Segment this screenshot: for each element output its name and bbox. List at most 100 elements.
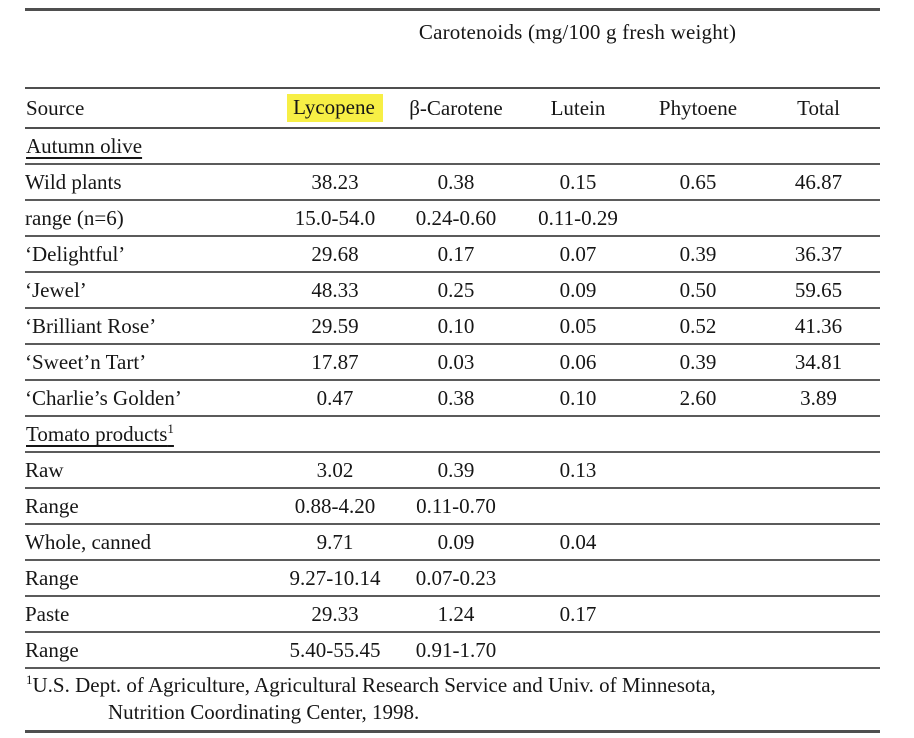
footnote: 1U.S. Dept. of Agriculture, Agricultural… — [25, 668, 880, 732]
cell-lycopene: 38.23 — [311, 170, 359, 194]
cell-lycopene: 0.88-4.20 — [294, 494, 376, 518]
cell-beta-carotene: 0.07-0.23 — [415, 566, 497, 590]
cell-lycopene: 17.87 — [311, 350, 359, 374]
cell-beta-carotene: 0.91-1.70 — [415, 638, 497, 662]
cell-lycopene: 29.33 — [311, 602, 359, 626]
cell-lycopene: 9.71 — [316, 530, 354, 554]
cell-total: 34.81 — [794, 350, 843, 374]
row-label: ‘Charlie’s Golden’ — [25, 386, 182, 410]
cell-total — [757, 560, 880, 596]
table-row: ‘Delightful’ 29.68 0.17 0.07 0.39 36.37 — [25, 236, 881, 272]
section-label-text: Tomato products1 — [26, 421, 174, 446]
footnote-ref-marker: 1 — [167, 421, 174, 436]
table-row: Range 0.88-4.20 0.11-0.70 — [25, 488, 881, 524]
cell-total — [757, 524, 880, 560]
cell-phytoene: 2.60 — [679, 386, 717, 410]
cell-total — [757, 200, 880, 236]
cell-beta-carotene: 0.38 — [437, 386, 475, 410]
row-label: ‘Jewel’ — [25, 278, 87, 302]
cell-lycopene: 48.33 — [311, 278, 359, 302]
row-label: Whole, canned — [25, 530, 151, 554]
cell-lutein: 0.10 — [559, 386, 597, 410]
footnote-line-2: Nutrition Coordinating Center, 1998. — [108, 700, 420, 724]
cell-total: 36.37 — [794, 242, 843, 266]
table-row: Range 9.27-10.14 0.07-0.23 — [25, 560, 881, 596]
cell-lycopene: 29.59 — [311, 314, 359, 338]
cell-lutein — [517, 488, 639, 524]
cell-total — [757, 488, 880, 524]
table-row: ‘Charlie’s Golden’ 0.47 0.38 0.10 2.60 3.89 — [25, 380, 881, 416]
table-caption: Carotenoids (mg/100 g fresh weight) — [418, 20, 737, 44]
table-row: ‘Sweet’n Tart’ 17.87 0.03 0.06 0.39 34.81 — [25, 344, 881, 380]
cell-phytoene: 0.50 — [679, 278, 717, 302]
cell-lutein: 0.13 — [559, 458, 597, 482]
cell-lycopene: 0.47 — [316, 386, 354, 410]
column-header-lycopene: Lycopene — [275, 88, 395, 128]
section-label-text: Autumn olive — [26, 134, 143, 158]
cell-lutein: 0.06 — [559, 350, 597, 374]
column-header-phytoene: Phytoene — [658, 95, 738, 120]
table-row: Paste 29.33 1.24 0.17 — [25, 596, 881, 632]
table-row: ‘Jewel’ 48.33 0.25 0.09 0.50 59.65 — [25, 272, 881, 308]
table-row: Raw 3.02 0.39 0.13 — [25, 452, 881, 488]
row-label: Range — [25, 566, 79, 590]
row-label: ‘Brilliant Rose’ — [25, 314, 157, 338]
cell-beta-carotene: 0.09 — [437, 530, 475, 554]
cell-beta-carotene: 0.38 — [437, 170, 475, 194]
column-header-beta-carotene: β-Carotene — [409, 95, 503, 120]
footnote-line-1: 1U.S. Dept. of Agriculture, Agricultural… — [26, 672, 880, 699]
row-label: Paste — [25, 602, 70, 626]
cell-lycopene: 15.0-54.0 — [294, 206, 376, 230]
cell-phytoene — [639, 200, 757, 236]
cell-lutein: 0.09 — [559, 278, 597, 302]
cell-lutein — [517, 632, 639, 668]
table-row: Whole, canned 9.71 0.09 0.04 — [25, 524, 881, 560]
cell-total — [757, 596, 880, 632]
cell-beta-carotene: 0.25 — [437, 278, 475, 302]
cell-lutein: 0.04 — [559, 530, 597, 554]
section-row: Tomato products1 — [25, 416, 881, 452]
cell-phytoene: 0.39 — [679, 242, 717, 266]
column-header-source: Source — [26, 95, 85, 120]
caption-row: Carotenoids (mg/100 g fresh weight) — [25, 10, 880, 89]
cell-lycopene: 29.68 — [311, 242, 359, 266]
cell-phytoene — [639, 452, 757, 488]
cell-total — [757, 452, 880, 488]
cell-beta-carotene: 0.24-0.60 — [415, 206, 497, 230]
table-row: Range 5.40-55.45 0.91-1.70 — [25, 632, 881, 668]
cell-phytoene: 0.39 — [679, 350, 717, 374]
row-label: Range — [25, 494, 79, 518]
cell-total: 59.65 — [794, 278, 843, 302]
cell-total: 41.36 — [794, 314, 843, 338]
section-label: Tomato products1 — [25, 416, 880, 452]
table-row: ‘Brilliant Rose’ 29.59 0.10 0.05 0.52 41.36 — [25, 308, 881, 344]
cell-beta-carotene: 1.24 — [437, 602, 475, 626]
footnote-row: 1U.S. Dept. of Agriculture, Agricultural… — [25, 668, 880, 732]
cell-phytoene — [639, 524, 757, 560]
section-row: Autumn olive — [25, 128, 881, 164]
section-label: Autumn olive — [25, 128, 880, 164]
carotenoids-table: Carotenoids (mg/100 g fresh weight) Sour… — [25, 8, 881, 733]
row-label: range (n=6) — [25, 206, 124, 230]
column-header-total: Total — [797, 95, 840, 120]
cell-lutein: 0.07 — [559, 242, 597, 266]
cell-phytoene — [639, 488, 757, 524]
cell-total — [757, 632, 880, 668]
caption-spacer — [25, 10, 275, 89]
cell-lutein — [517, 560, 639, 596]
highlighted-header-lycopene: Lycopene — [287, 94, 383, 122]
row-label: Wild plants — [25, 170, 122, 194]
cell-beta-carotene: 0.17 — [437, 242, 475, 266]
row-label: Range — [25, 638, 79, 662]
cell-beta-carotene: 0.03 — [437, 350, 475, 374]
table-row: Wild plants 38.23 0.38 0.15 0.65 46.87 — [25, 164, 881, 200]
footnote-text: U.S. Dept. of Agriculture, Agricultural … — [32, 673, 716, 697]
header-row: Source Lycopene β-Carotene Lutein Phytoene To… — [25, 88, 881, 128]
row-label: ‘Sweet’n Tart’ — [25, 350, 147, 374]
cell-phytoene — [639, 632, 757, 668]
cell-phytoene: 0.52 — [679, 314, 717, 338]
cell-lycopene: 9.27-10.14 — [289, 566, 381, 590]
cell-lutein: 0.15 — [559, 170, 597, 194]
cell-lycopene: 5.40-55.45 — [289, 638, 381, 662]
footnote-marker: 1 — [26, 672, 33, 687]
